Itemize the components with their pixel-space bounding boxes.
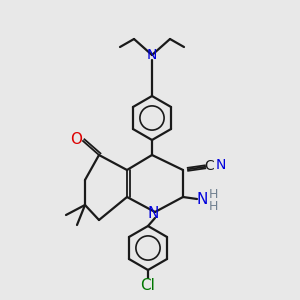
Text: C: C: [204, 159, 214, 173]
Text: O: O: [70, 133, 82, 148]
Text: N: N: [196, 191, 208, 206]
Text: N: N: [147, 48, 157, 62]
Text: H: H: [208, 188, 218, 200]
Text: N: N: [147, 206, 159, 220]
Text: H: H: [208, 200, 218, 212]
Text: Cl: Cl: [141, 278, 155, 293]
Text: N: N: [216, 158, 226, 172]
